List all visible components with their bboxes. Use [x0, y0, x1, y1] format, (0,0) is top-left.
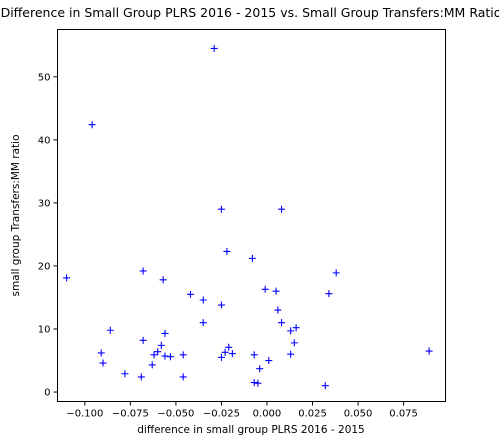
- data-point: [166, 353, 174, 361]
- data-point: [186, 290, 194, 298]
- x-tick-label: −0.100: [66, 409, 103, 420]
- x-axis: −0.100 −0.075 −0.050 −0.025 0.000 0.025 0.050 0…: [66, 401, 418, 420]
- data-point: [287, 327, 295, 335]
- data-point: [161, 329, 169, 337]
- y-tick-label: 10: [38, 324, 51, 335]
- data-point: [325, 290, 333, 298]
- x-axis-label: difference in small group PLRS 2016 - 20…: [137, 424, 364, 436]
- data-point: [106, 326, 114, 334]
- data-point: [99, 359, 107, 367]
- data-point: [88, 121, 96, 129]
- data-point: [290, 339, 298, 347]
- x-tick-label: 0.050: [344, 409, 373, 420]
- data-point: [254, 379, 262, 387]
- data-point: [278, 319, 286, 327]
- data-point: [250, 379, 258, 387]
- data-point: [228, 350, 236, 358]
- data-point: [248, 254, 256, 262]
- data-point: [159, 276, 167, 284]
- data-point: [292, 324, 300, 332]
- data-point: [221, 348, 229, 356]
- data-point: [161, 352, 169, 360]
- data-point: [121, 370, 129, 378]
- y-tick-label: 0: [44, 388, 50, 399]
- data-point: [150, 351, 158, 359]
- data-point: [97, 349, 105, 357]
- x-tick-label: −0.075: [112, 409, 149, 420]
- y-tick-label: 30: [38, 198, 51, 209]
- data-point: [179, 351, 187, 359]
- data-point: [137, 373, 145, 381]
- chart-title: Difference in Small Group PLRS 2016 - 20…: [1, 5, 499, 20]
- data-point: [261, 285, 269, 293]
- x-tick-label: −0.025: [203, 409, 240, 420]
- data-point: [223, 247, 231, 255]
- data-point: [210, 44, 218, 52]
- y-axis-label: small group Transfers:MM ratio: [10, 134, 22, 296]
- data-point: [217, 353, 225, 361]
- x-tick-label: −0.050: [157, 409, 194, 420]
- data-point: [265, 357, 273, 365]
- y-tick-label: 20: [38, 261, 51, 272]
- data-point: [425, 347, 433, 355]
- plot-area-frame: [57, 29, 446, 402]
- x-tick-label: 0.000: [253, 409, 282, 420]
- data-point: [217, 301, 225, 309]
- data-point: [287, 350, 295, 358]
- data-point: [139, 267, 147, 275]
- data-point: [332, 269, 340, 277]
- data-point: [199, 319, 207, 327]
- data-point: [63, 274, 71, 282]
- x-tick-label: 0.025: [298, 409, 327, 420]
- data-point: [139, 336, 147, 344]
- data-points: [63, 44, 433, 390]
- data-point: [179, 373, 187, 381]
- data-point: [250, 351, 258, 359]
- y-axis: 0 10 20 30 40 50: [38, 72, 58, 399]
- data-point: [157, 341, 165, 349]
- data-point: [217, 205, 225, 213]
- data-point: [272, 287, 280, 295]
- data-point: [154, 348, 162, 356]
- x-tick-label: 0.075: [389, 409, 418, 420]
- data-point: [148, 361, 156, 369]
- data-point: [321, 382, 329, 390]
- data-point: [278, 205, 286, 213]
- data-point: [199, 296, 207, 304]
- y-tick-label: 50: [38, 72, 51, 83]
- data-point: [274, 306, 282, 314]
- y-tick-label: 40: [38, 135, 51, 146]
- data-point: [225, 343, 233, 351]
- data-point: [256, 365, 264, 373]
